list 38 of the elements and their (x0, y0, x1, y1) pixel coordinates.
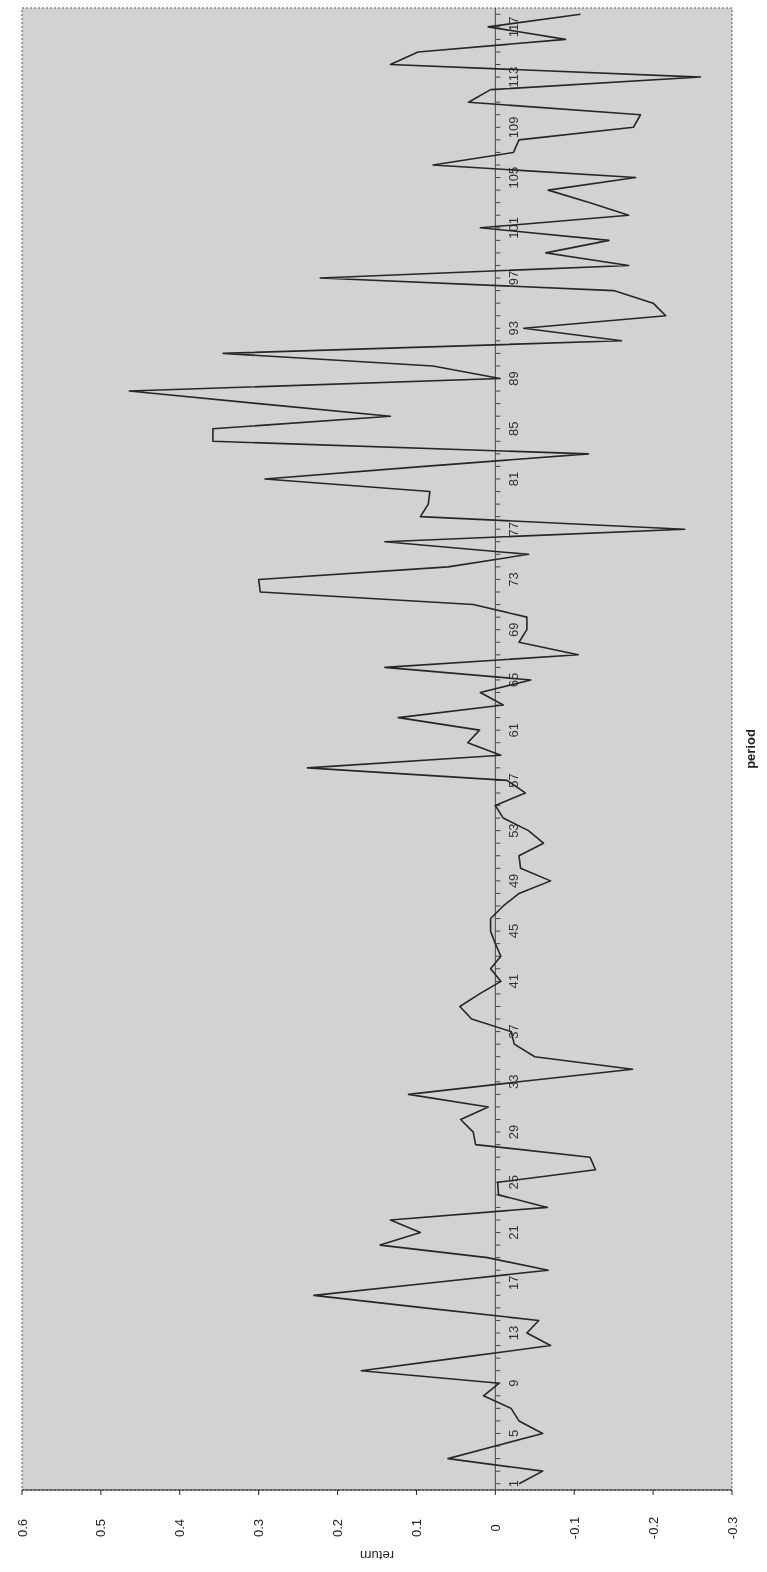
y-tick-label: 17 (505, 1275, 521, 1291)
y-tick-label: 53 (505, 823, 521, 838)
x-tick-label: -0.3 (724, 1516, 740, 1540)
y-tick-label: 101 (505, 216, 521, 239)
y-tick-label: 105 (505, 166, 521, 189)
y-tick-label: 69 (505, 622, 521, 637)
y-tick-label: 45 (505, 923, 521, 939)
x-tick-label: 0.3 (251, 1518, 267, 1538)
x-tick-label: 0.4 (172, 1518, 188, 1538)
x-axis-title: return (360, 1547, 394, 1563)
y-tick-label: 5 (505, 1429, 521, 1438)
y-tick-label: 81 (505, 471, 521, 487)
y-tick-label: 109 (505, 116, 521, 139)
y-tick-label: 93 (505, 321, 521, 336)
y-tick-label: 29 (505, 1124, 521, 1140)
y-tick-label: 73 (505, 572, 521, 587)
y-tick-label: 117 (505, 16, 521, 38)
y-tick-label: 89 (505, 371, 521, 386)
y-tick-label: 49 (505, 873, 521, 889)
y-tick-label: 33 (505, 1074, 521, 1090)
x-tick-label: 0.2 (330, 1518, 346, 1538)
y-tick-label: 61 (505, 722, 521, 738)
y-tick-label: 9 (505, 1379, 521, 1387)
x-tick-label: 0.1 (408, 1518, 424, 1538)
x-tick-label: 0 (487, 1524, 503, 1532)
y-tick-label: 13 (505, 1325, 521, 1341)
y-axis-title: period (742, 729, 758, 769)
x-tick-label: 0.6 (14, 1518, 30, 1538)
y-tick-label: 57 (505, 773, 521, 788)
y-tick-label: 21 (505, 1225, 521, 1240)
y-tick-label: 85 (505, 421, 521, 436)
y-tick-label: 41 (505, 974, 521, 989)
x-tick-label: 0.5 (93, 1518, 109, 1538)
x-tick-label: -0.2 (645, 1516, 661, 1540)
y-tick-label: 97 (505, 270, 521, 286)
y-tick-label: 77 (505, 521, 521, 537)
x-tick-label: -0.1 (566, 1516, 582, 1540)
y-tick-label: 1 (505, 1480, 521, 1488)
